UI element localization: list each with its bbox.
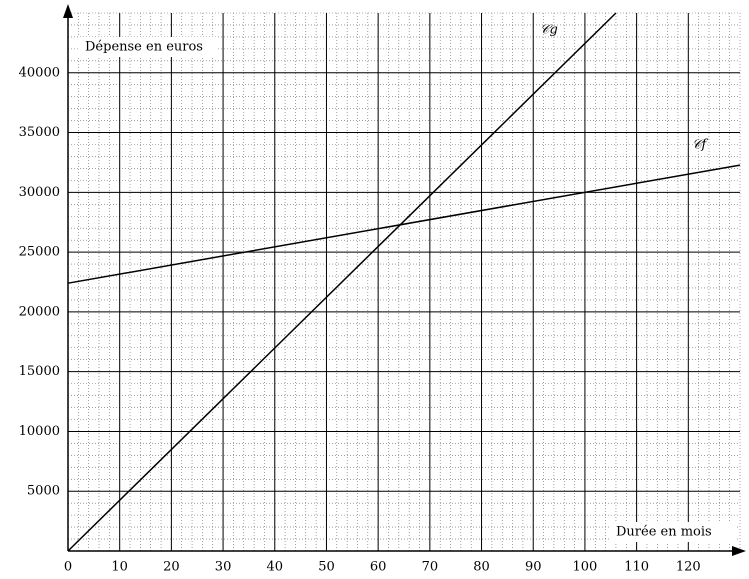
grid [67,12,741,552]
y-tick-label: 10000 [19,424,60,439]
x-tick-label: 20 [163,560,180,575]
y-tick-label: 5000 [27,484,60,499]
x-tick-label: 90 [525,560,542,575]
x-tick-label: 70 [422,560,439,575]
x-tick-label: 40 [266,560,283,575]
y-label-bg [78,37,216,57]
y-tick-label: 25000 [19,245,60,260]
y-tick-label: 15000 [19,364,60,379]
y-arrow [63,4,73,18]
y-tick-label: 30000 [19,185,60,200]
series-label: 𝒞g [540,23,558,38]
x-label-bg [610,522,736,542]
x-tick-label: 30 [215,560,232,575]
x-tick-label: 110 [624,560,649,575]
x-tick-label: 0 [64,560,72,575]
series-line [67,12,617,552]
x-tick-label: 80 [473,560,490,575]
x-arrow [732,546,746,556]
series-line [67,164,741,284]
series-label: 𝒞f [692,138,708,153]
x-axis-label: Durée en mois [616,525,712,540]
x-tick-label: 50 [318,560,335,575]
y-tick-label: 40000 [19,65,60,80]
x-tick-label: 120 [676,560,701,575]
y-tick-label: 20000 [19,304,60,319]
x-tick-label: 60 [370,560,387,575]
x-tick-label: 10 [111,560,128,575]
y-tick-label: 35000 [19,125,60,140]
x-tick-label: 100 [573,560,598,575]
y-axis-label: Dépense en euros [85,40,203,55]
